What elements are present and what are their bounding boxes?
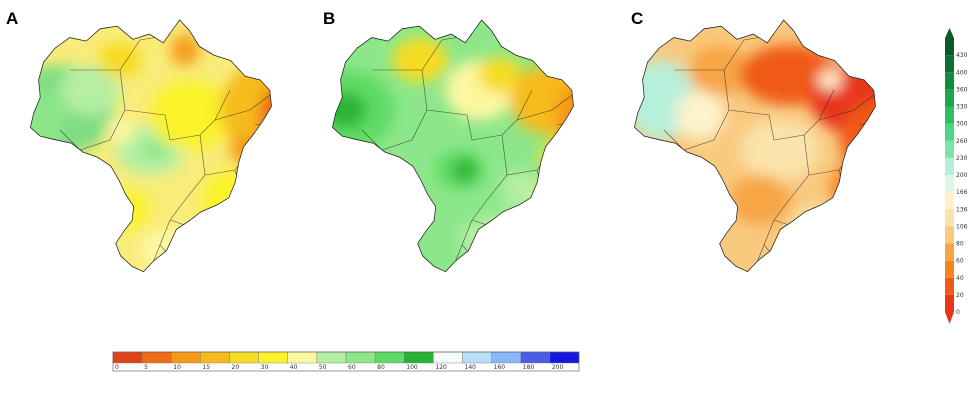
panel-label-c: C	[631, 9, 644, 28]
colorbar-swatch	[491, 351, 521, 364]
colorbar-tick-label: 120	[435, 364, 447, 371]
colorbar-tick-label: 180	[523, 364, 535, 371]
colorbar-tick-label: 166	[956, 189, 968, 196]
colorbar-frame	[112, 351, 580, 372]
colorbar-tick-label: 10	[173, 364, 181, 371]
colorbar-swatch	[316, 351, 347, 364]
colorbar-tick-label: 20	[956, 292, 964, 299]
colorbar-swatch	[200, 351, 230, 364]
colorbar-swatch	[287, 351, 318, 364]
colorbar-tick-label: 40	[956, 275, 964, 282]
colorbar-tick-label: 160	[494, 364, 506, 371]
colorbar-swatch	[945, 260, 954, 278]
colorbar-tick-label: 330	[956, 104, 968, 111]
colorbar-swatch	[945, 175, 954, 193]
colorbar-tick-label: 200	[552, 364, 564, 371]
colorbar-swatch	[141, 351, 172, 364]
colorbar-tick-label: 20	[232, 364, 240, 371]
colorbar-tick-label: 136	[956, 206, 968, 213]
colorbar-swatch	[520, 351, 551, 364]
colorbar-swatch	[345, 351, 376, 364]
colorbar-tick-label: 5	[144, 364, 148, 371]
panel-label-b: B	[323, 9, 336, 28]
colorbar-swatch	[945, 157, 954, 175]
colorbar-swatch	[945, 38, 954, 56]
colorbar-top-arrow	[945, 28, 954, 38]
colorbar-swatch	[374, 351, 405, 364]
panel-label-a: A	[6, 9, 19, 28]
colorbar-swatch	[945, 123, 954, 141]
colorbar-tick-label: 100	[406, 364, 418, 371]
colorbar-swatch	[945, 89, 954, 107]
colorbar-tick-label: 80	[956, 241, 964, 248]
colorbar-tick-label: 230	[956, 155, 968, 162]
colorbar-tick-label: 0	[115, 364, 119, 371]
colorbar-tick-label: 30	[261, 364, 269, 371]
colorbar-tick-label: 60	[956, 258, 964, 265]
colorbar-tick-label: 50	[319, 364, 327, 371]
colorbar-tick-label: 260	[956, 138, 968, 145]
colorbar-tick-label: 106	[956, 223, 968, 230]
colorbar-swatch	[945, 243, 954, 261]
colorbar-swatch	[258, 351, 288, 364]
colorbar-swatch	[945, 209, 954, 227]
colorbar-swatch	[433, 351, 463, 364]
colorbar-bottom-arrow	[945, 312, 954, 324]
colorbar-tick-label: 40	[290, 364, 298, 371]
colorbar-tick-label: 80	[377, 364, 385, 371]
colorbar-swatch	[549, 351, 580, 364]
colorbar-vertical: 0 20 40 60 80 106 136 166 200 230 260 300 330 360 400 4…	[945, 28, 968, 324]
colorbar-swatch	[945, 192, 954, 210]
colorbar-swatch	[945, 226, 954, 244]
colorbar-swatch	[945, 72, 954, 90]
map-a	[29, 19, 272, 273]
colorbar-swatch	[229, 351, 259, 364]
colorbar-swatch	[945, 294, 954, 312]
colorbar-horizontal: 0 5 10 15 20 30 40 50 60 80 100 120 140 160 180 200	[112, 351, 580, 372]
colorbar-swatch	[945, 55, 954, 73]
colorbar-tick-label: 360	[956, 86, 968, 93]
colorbar-swatch	[945, 106, 954, 124]
colorbar-swatch	[171, 351, 201, 364]
map-c	[633, 19, 876, 273]
colorbar-tick-label: 300	[956, 121, 968, 128]
colorbar-swatch	[945, 140, 954, 158]
colorbar-tick-label: 430	[956, 52, 968, 59]
colorbar-tick-label: 15	[202, 364, 210, 371]
colorbar-tick-label: 400	[956, 69, 968, 76]
colorbar-swatch	[404, 351, 434, 364]
colorbar-tick-label: 0	[956, 309, 960, 316]
colorbar-swatch	[112, 351, 143, 364]
colorbar-tick-label: 200	[956, 172, 968, 179]
colorbar-tick-label: 140	[465, 364, 477, 371]
colorbar-tick-label: 60	[348, 364, 356, 371]
colorbar-swatch	[462, 351, 492, 364]
colorbar-swatch	[945, 277, 954, 295]
map-b	[331, 19, 574, 273]
